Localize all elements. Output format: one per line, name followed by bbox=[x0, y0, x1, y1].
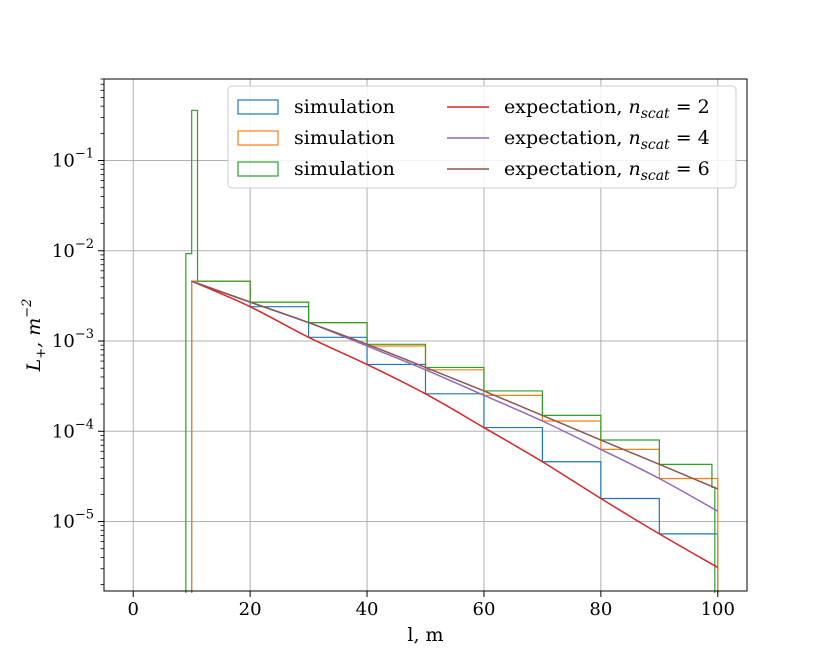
legend-label: expectation, nscat = 2 bbox=[504, 96, 710, 122]
y-tick-label: 10−3 bbox=[52, 327, 94, 352]
x-tick-label: 60 bbox=[473, 599, 496, 620]
plot-series bbox=[185, 109, 719, 593]
x-tick-label: 20 bbox=[239, 599, 262, 620]
y-tick-label: 10−2 bbox=[52, 237, 94, 262]
series-expectation-2 bbox=[191, 280, 719, 512]
series-expectation-3 bbox=[191, 280, 719, 490]
ticks: 0 20 40 60 80 100 10−5 10−4 10−3 10−2 10−1 bbox=[52, 78, 735, 620]
legend-label: simulation bbox=[294, 158, 395, 180]
x-tick-label: 80 bbox=[589, 599, 612, 620]
legend-swatch bbox=[237, 161, 279, 177]
series-simulation-1 bbox=[191, 280, 719, 593]
series-simulation-3 bbox=[185, 109, 716, 593]
legend-box bbox=[227, 85, 737, 189]
series-expectation-1 bbox=[191, 280, 719, 569]
y-tick-label: 10−4 bbox=[52, 417, 94, 442]
legend-swatch bbox=[237, 99, 279, 115]
y-axis-label: L+, m−2 bbox=[20, 299, 49, 373]
legend-swatch bbox=[237, 130, 279, 146]
legend: simulation simulation simulation expectatio… bbox=[227, 85, 737, 189]
legend-label: simulation bbox=[294, 127, 395, 149]
x-axis-label: l, m bbox=[407, 624, 443, 646]
legend-label: expectation, nscat = 4 bbox=[504, 127, 710, 153]
series-simulation-2 bbox=[191, 280, 719, 593]
y-tick-label: 10−1 bbox=[52, 147, 94, 172]
legend-label: expectation, nscat = 6 bbox=[504, 158, 710, 184]
plot-frame bbox=[103, 78, 748, 592]
x-tick-label: 0 bbox=[128, 599, 139, 620]
x-tick-label: 100 bbox=[701, 599, 735, 620]
legend-label: simulation bbox=[294, 96, 395, 118]
x-tick-label: 40 bbox=[356, 599, 379, 620]
y-tick-label: 10−5 bbox=[52, 508, 94, 533]
